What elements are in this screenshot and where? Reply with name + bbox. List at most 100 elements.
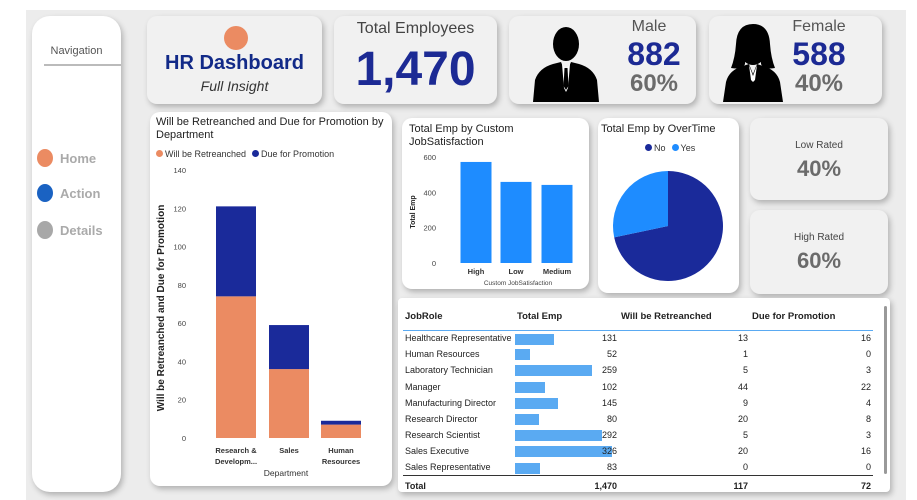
low-rated-value: 40% bbox=[796, 156, 842, 181]
x-tick-label: Sales bbox=[279, 446, 299, 455]
total-emp-bar bbox=[515, 365, 593, 377]
job-satisfaction-chart-card: Total Emp by Custom JobSatisfaction 0 200… bbox=[402, 118, 589, 289]
column-header-retreanched[interactable]: Will be Retreanched bbox=[621, 311, 712, 323]
column-header-promotion[interactable]: Due for Promotion bbox=[752, 311, 836, 323]
brand-dot-icon bbox=[224, 26, 248, 50]
job-role-table-card: JobRole Total Emp Will be Retreanched Du… bbox=[398, 298, 890, 496]
job-role-table: JobRole Total Emp Will be Retreanched Du… bbox=[403, 304, 873, 496]
chart-title: Will be Retreanched and Due for Promotio… bbox=[156, 116, 384, 141]
total-emp-bar bbox=[515, 381, 546, 393]
y-tick-label: 20 bbox=[178, 396, 186, 405]
total-emp-bar bbox=[515, 462, 540, 474]
bar-segment-promotion bbox=[321, 420, 361, 425]
jobrole-cell: Manufacturing Director bbox=[405, 397, 497, 408]
title-card: HR Dashboard Full Insight bbox=[147, 16, 322, 104]
nav-item-label: Details bbox=[60, 222, 103, 238]
total-promotion-value: 72 bbox=[750, 475, 873, 496]
y-tick-label: 0 bbox=[182, 434, 186, 443]
total-emp-cell: 52 bbox=[515, 346, 619, 362]
table-row[interactable]: Sales Executive 326 20 16 bbox=[403, 443, 873, 459]
y-tick-label: 80 bbox=[178, 281, 186, 290]
jobrole-cell: Manager bbox=[405, 381, 441, 392]
total-retreanched-value: 117 bbox=[619, 475, 750, 496]
navigation-divider bbox=[44, 64, 121, 66]
y-tick-label: 400 bbox=[423, 188, 436, 197]
chart-title: Total Emp by OverTime bbox=[601, 123, 716, 135]
high-rated-value: 60% bbox=[796, 248, 842, 273]
nav-item-home[interactable]: Home bbox=[37, 149, 96, 167]
pie-legend: No Yes bbox=[645, 143, 695, 153]
total-emp-cell: 259 bbox=[515, 362, 619, 378]
male-card: Male 882 60% bbox=[509, 16, 696, 104]
promotion-cell: 22 bbox=[860, 381, 871, 392]
bar bbox=[460, 161, 492, 263]
legend-item[interactable]: Yes bbox=[671, 143, 695, 153]
column-header-total-emp[interactable]: Total Emp bbox=[517, 311, 563, 323]
table-row[interactable]: Research Director 80 20 8 bbox=[403, 411, 873, 427]
retreanched-cell: 20 bbox=[737, 414, 748, 425]
legend-item[interactable]: Due for Promotion bbox=[252, 149, 334, 159]
low-rated-label: Low Rated bbox=[795, 140, 843, 151]
x-tick-label: Human bbox=[328, 446, 354, 455]
table-row[interactable]: Manager 102 44 22 bbox=[403, 379, 873, 395]
table-row[interactable]: Sales Representative 83 0 0 bbox=[403, 460, 873, 476]
retreanched-cell: 9 bbox=[742, 397, 748, 408]
home-dot-icon bbox=[37, 149, 53, 167]
y-tick-label: 60 bbox=[178, 319, 186, 328]
promotion-cell: 3 bbox=[865, 430, 871, 441]
female-percent: 40% bbox=[794, 70, 844, 97]
retreanched-cell: 44 bbox=[737, 381, 748, 392]
promotion-cell: 0 bbox=[865, 349, 871, 360]
y-tick-label: 120 bbox=[173, 204, 186, 213]
total-label: Total bbox=[403, 475, 515, 496]
nav-item-label: Action bbox=[60, 185, 101, 201]
x-tick-label: High bbox=[468, 267, 485, 276]
x-tick-label: Medium bbox=[543, 267, 572, 276]
table-row[interactable]: Human Resources 52 1 0 bbox=[403, 346, 873, 362]
table-row[interactable]: Healthcare Representative 131 13 16 bbox=[403, 330, 873, 346]
overtime-pie-chart-card: Total Emp by OverTime No Yes bbox=[598, 118, 739, 293]
total-emp-cell: 83 bbox=[515, 460, 619, 476]
y-tick-label: 100 bbox=[173, 243, 186, 252]
navigation-title: Navigation bbox=[50, 45, 103, 57]
jobrole-cell: Laboratory Technician bbox=[405, 365, 493, 376]
x-axis-label: Custom JobSatisfaction bbox=[484, 280, 553, 287]
x-tick-label: Resources bbox=[322, 457, 360, 466]
table-row[interactable]: Manufacturing Director 145 9 4 bbox=[403, 395, 873, 411]
overtime-pie-chart bbox=[613, 171, 723, 281]
table-row[interactable]: Research Scientist 292 5 3 bbox=[403, 427, 873, 443]
bar bbox=[500, 181, 532, 263]
male-percent: 60% bbox=[629, 70, 679, 97]
retreanched-cell: 13 bbox=[737, 333, 748, 344]
column-header-jobrole[interactable]: JobRole bbox=[405, 311, 443, 323]
table-row[interactable]: Laboratory Technician 259 5 3 bbox=[403, 362, 873, 378]
promotion-cell: 16 bbox=[860, 333, 871, 344]
low-rated-card: Low Rated 40% bbox=[750, 118, 888, 200]
x-tick-label: Developm... bbox=[215, 457, 257, 466]
total-emp-cell: 292 bbox=[515, 427, 619, 443]
table-scrollbar[interactable] bbox=[884, 306, 887, 474]
nav-item-details[interactable]: Details bbox=[37, 221, 103, 239]
total-emp-bar bbox=[515, 333, 554, 345]
female-silhouette-icon bbox=[723, 24, 783, 102]
legend-item[interactable]: Will be Retreanched bbox=[156, 149, 246, 159]
pie-slice-yes bbox=[613, 171, 668, 238]
page-subtitle: Full Insight bbox=[200, 78, 269, 94]
nav-item-action[interactable]: Action bbox=[37, 184, 100, 202]
male-silhouette-icon bbox=[533, 27, 599, 102]
y-tick-label: 40 bbox=[178, 357, 186, 366]
pie-slice-no bbox=[614, 171, 723, 281]
retreanched-cell: 1 bbox=[742, 349, 748, 360]
details-dot-icon bbox=[37, 221, 53, 239]
legend-item[interactable]: No bbox=[645, 143, 666, 153]
total-emp-bar bbox=[515, 430, 602, 442]
page-title: HR Dashboard bbox=[165, 52, 304, 74]
bar bbox=[541, 184, 573, 263]
total-employees-value: 1,470 bbox=[355, 43, 476, 96]
navigation-panel: Navigation Home Action Details bbox=[32, 16, 121, 492]
total-emp-bar bbox=[515, 397, 559, 409]
jobrole-cell: Research Scientist bbox=[405, 430, 481, 441]
department-stacked-chart-card: Will be Retreanched and Due for Promotio… bbox=[150, 112, 392, 486]
promotion-cell: 0 bbox=[865, 462, 871, 473]
retreanched-cell: 0 bbox=[742, 462, 748, 473]
